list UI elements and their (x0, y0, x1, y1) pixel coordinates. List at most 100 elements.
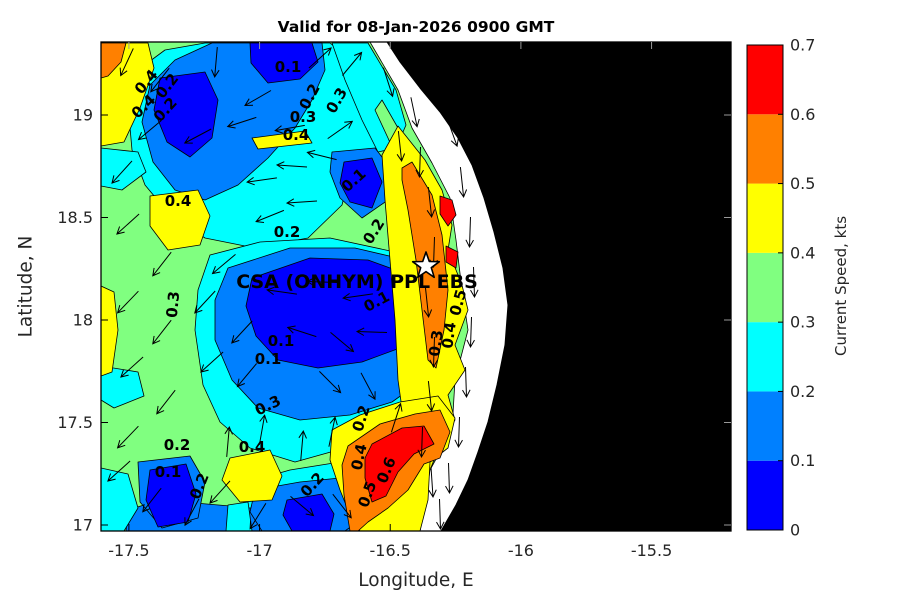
current-arrow-icon (150, 67, 170, 93)
x-tick-label: -15.5 (631, 541, 672, 560)
contour-label: 0.4 (283, 126, 310, 144)
contour-label: 0.4 (165, 192, 192, 210)
contour-label: 0.4 (239, 438, 266, 456)
y-tick-label: 18.5 (57, 208, 93, 227)
y-tick-label: 18 (73, 311, 93, 330)
contour-label: 0.4 (348, 442, 371, 472)
current-arrow-icon (244, 90, 272, 107)
current-arrow-icon (224, 426, 233, 457)
contour-label: 0.3 (290, 108, 317, 126)
current-arrow-icon (246, 176, 277, 186)
contour-region-b1 (249, 42, 319, 84)
land-region (386, 42, 731, 531)
contour-label: 0.3 (425, 329, 447, 358)
x-axis-label: Longitude, E (358, 570, 474, 591)
current-arrow-icon (194, 290, 216, 314)
contour-region-re (439, 195, 457, 227)
contour-region-cy (101, 147, 147, 191)
contour-region-re (445, 245, 459, 269)
colorbar-tick-label: 0 (790, 521, 800, 540)
current-arrow-icon (465, 216, 474, 249)
current-arrow-icon (426, 381, 436, 412)
colorbar-tick-label: 0.7 (790, 36, 815, 55)
contour-region-ye (221, 449, 283, 503)
contour-region-ye (101, 285, 119, 377)
current-arrow-icon (308, 47, 332, 69)
current-arrow-icon (286, 325, 317, 338)
x-tick-label: -16 (508, 541, 534, 560)
colorbar-tick-label: 0.6 (790, 105, 815, 124)
current-arrow-icon (120, 356, 144, 378)
current-arrow-icon (415, 146, 424, 179)
current-arrow-icon (342, 292, 373, 302)
map-annotation: CSA (ONHYM) PPL EBS (236, 271, 478, 293)
y-tick-label: 19 (73, 106, 93, 125)
colorbar-segment (747, 183, 783, 253)
current-arrow-icon (355, 327, 388, 336)
contour-region-cy (101, 467, 139, 531)
current-arrow-icon (330, 332, 355, 353)
contour-label: 0.1 (155, 463, 182, 481)
current-arrow-icon (231, 320, 253, 344)
current-arrow-icon (137, 120, 162, 141)
current-arrow-icon (423, 287, 433, 318)
current-arrow-icon (454, 416, 463, 449)
current-arrow-icon (396, 131, 406, 162)
current-arrow-icon (290, 496, 315, 517)
current-arrow-icon (298, 430, 307, 461)
current-arrow-icon (236, 363, 257, 388)
colorbar-segment (747, 45, 783, 115)
contour-region-b1 (145, 463, 197, 528)
colorbar-segment (747, 460, 783, 530)
current-arrow-icon (328, 416, 338, 447)
contour-label: 0.1 (275, 58, 302, 76)
colorbar-segment (747, 391, 783, 461)
x-tick-label: -17.5 (108, 541, 149, 560)
chart-title: Valid for 08-Jan-2026 0900 GMT (277, 18, 555, 36)
current-arrow-icon (410, 97, 420, 128)
current-arrow-icon (119, 48, 134, 77)
current-arrow-icon (458, 167, 468, 198)
current-arrow-icon (470, 266, 479, 299)
current-arrow-icon (436, 498, 445, 531)
current-arrow-icon (426, 187, 436, 218)
current-arrow-icon (211, 254, 236, 275)
contour-region-cy (225, 501, 253, 531)
contour-region-cy (101, 365, 145, 409)
contour-region-b1 (282, 493, 335, 531)
current-arrow-icon (285, 198, 318, 207)
current-arrow-icon (142, 487, 162, 513)
current-arrow-icon (116, 213, 140, 235)
map-layers: 0.40.20.40.20.10.20.30.30.40.40.10.2 0.20… (101, 42, 731, 531)
current-arrow-icon (116, 425, 139, 449)
colorbar-segment (747, 252, 783, 323)
contour-region-b1 (339, 157, 383, 209)
contour-label: 0.4 (438, 321, 460, 350)
x-tick-label: -17 (246, 541, 272, 560)
current-arrow-icon (209, 480, 231, 504)
colorbar-tick-label: 0.2 (790, 382, 815, 401)
current-arrow-icon (382, 67, 395, 98)
current-arrow-icon (249, 503, 267, 530)
contour-label: 0.2 (274, 223, 301, 241)
current-arrow-icon (446, 117, 459, 148)
current-arrow-icon (111, 160, 133, 184)
colorbar-label: Current Speed, kts (832, 215, 850, 357)
contour-region-b1 (153, 71, 219, 158)
colorbar-tick-label: 0.3 (790, 313, 815, 332)
contour-label: 0.1 (268, 332, 295, 350)
colorbar-tick-label: 0.1 (790, 451, 815, 470)
contour-label: 0.1 (255, 350, 282, 368)
current-arrow-icon (390, 402, 403, 433)
current-arrow-icon (429, 336, 438, 369)
current-arrow-icon (255, 209, 285, 223)
current-arrow-icon (275, 161, 308, 170)
y-axis-label: Latitude, N (15, 235, 37, 338)
contour-label: 0.2 (164, 436, 191, 454)
current-arrow-icon (428, 466, 437, 499)
current-arrow-icon (319, 371, 342, 394)
current-arrow-icon (116, 290, 139, 314)
colorbar-tick-label: 0.4 (790, 243, 815, 262)
current-arrow-icon (417, 426, 426, 459)
